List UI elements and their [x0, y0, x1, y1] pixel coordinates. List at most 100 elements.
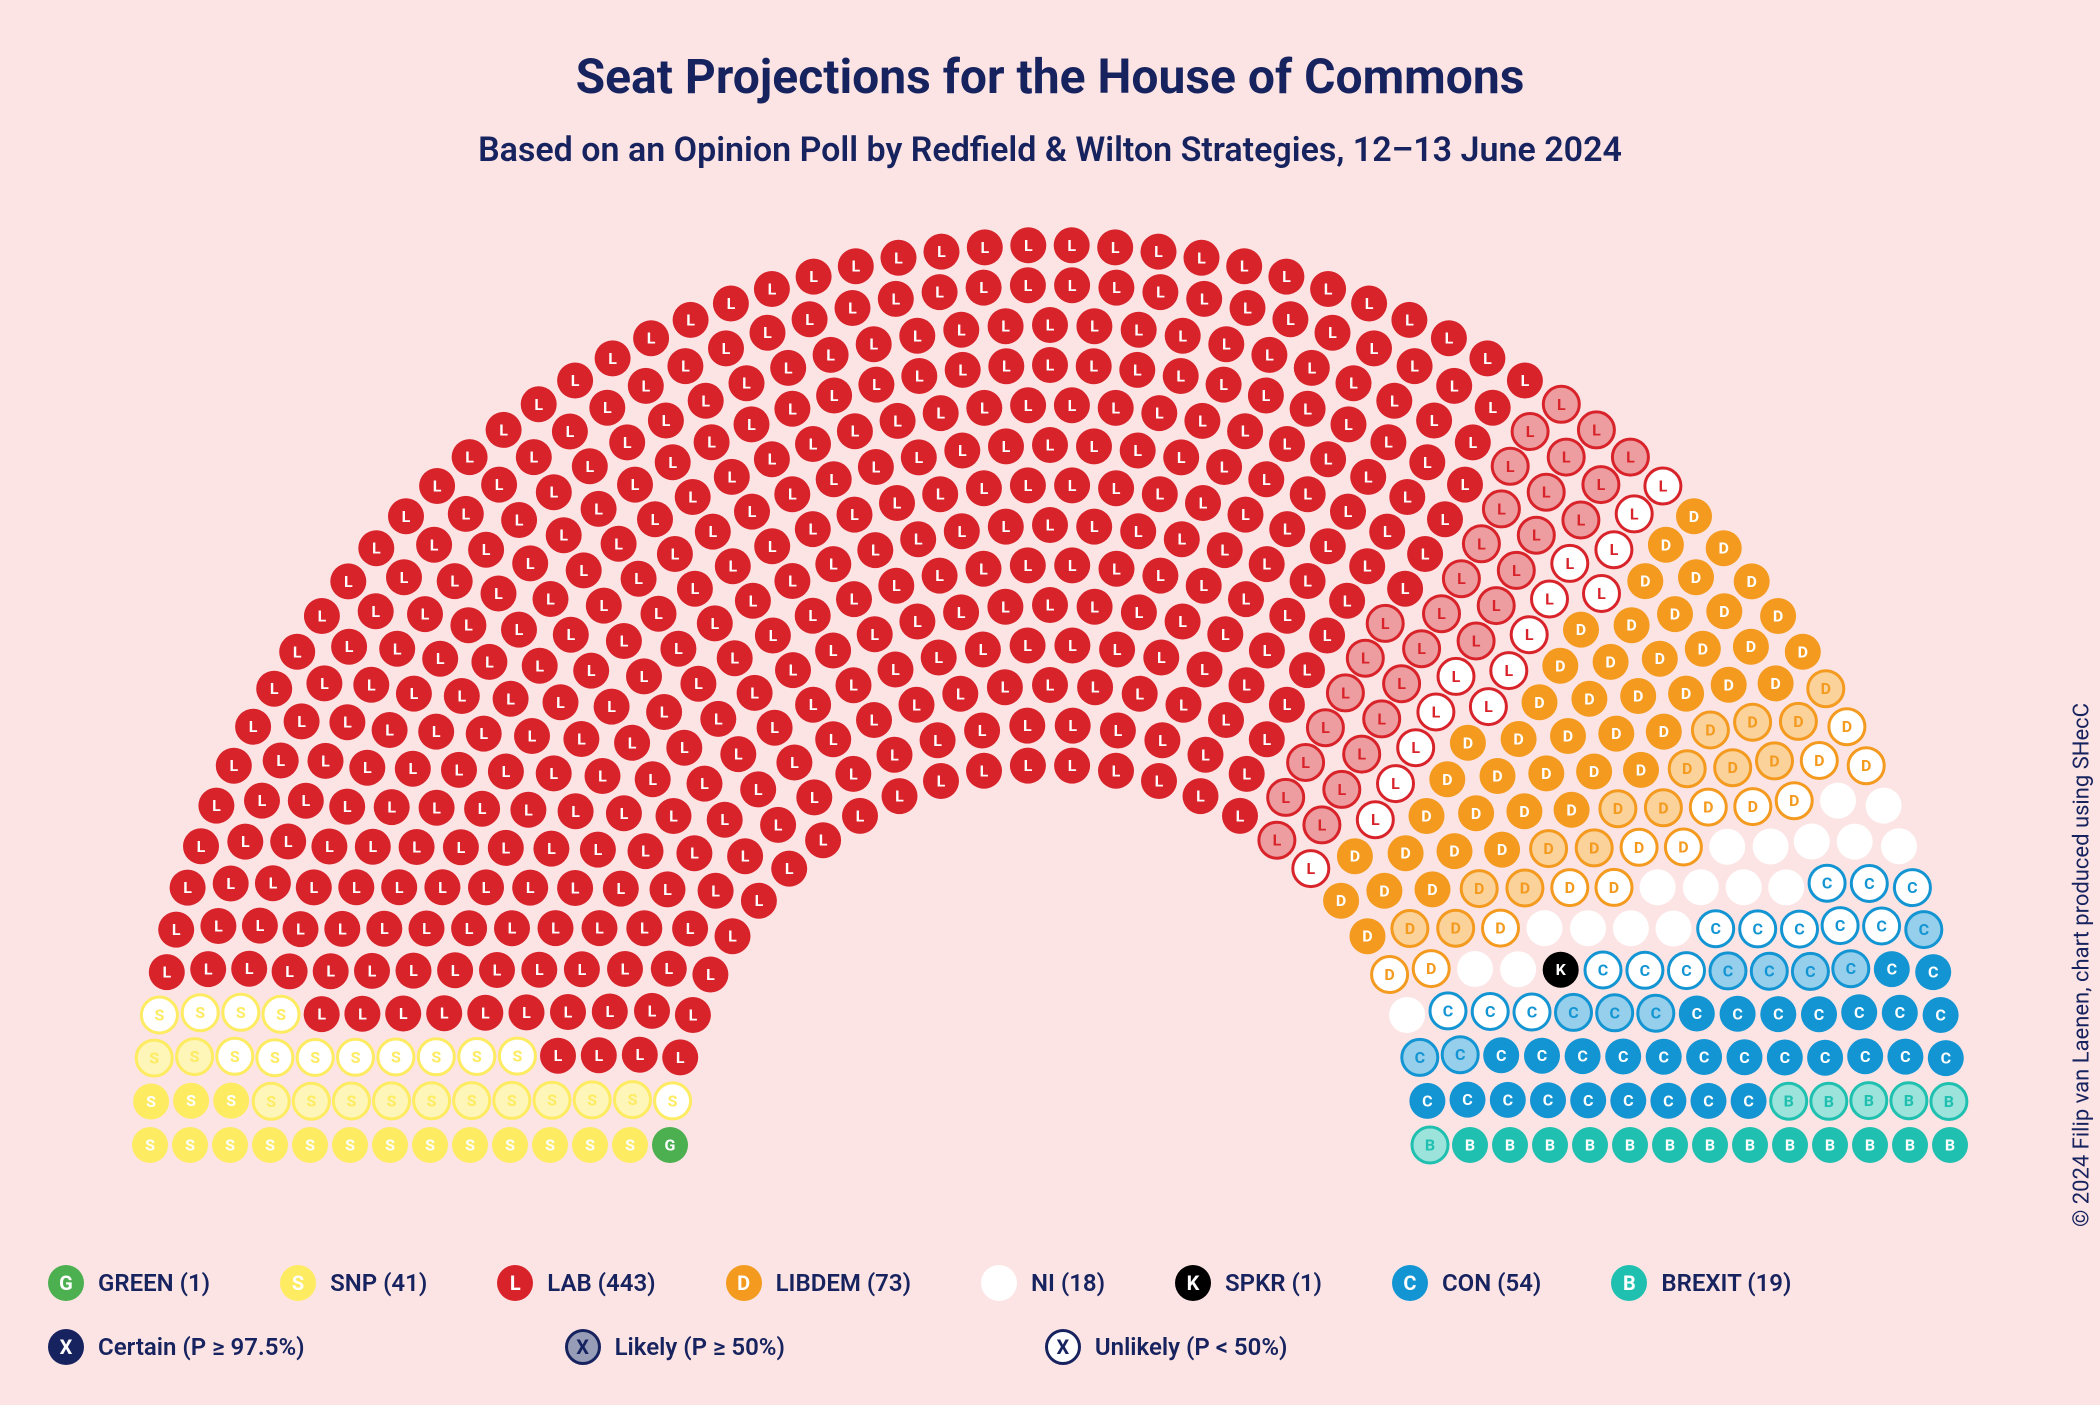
seat-lab: L [1347, 640, 1383, 676]
seat-lab: L [585, 758, 621, 794]
legend-label: SPKR (1) [1225, 1269, 1322, 1297]
seat-con: C [1751, 953, 1787, 989]
seat-lab: L [666, 730, 702, 766]
seat-lab: L [481, 576, 517, 612]
seat-con: C [1698, 911, 1734, 947]
seat-lab: L [1616, 496, 1652, 532]
seat-lab: L [1141, 395, 1177, 431]
seat-lab: L [715, 918, 751, 954]
seat-lab: L [858, 367, 894, 403]
seat-lab: L [899, 687, 935, 723]
seat-lab: L [1404, 631, 1440, 667]
seat-lab: L [1099, 551, 1135, 587]
seat-lab: L [1099, 632, 1135, 668]
seat-lab: L [558, 793, 594, 829]
seat-lab: L [1010, 267, 1046, 303]
seat-lab: L [1208, 326, 1244, 362]
seat-lab: L [673, 302, 709, 338]
seat-lab: L [774, 476, 810, 512]
seat-lab: L [1141, 763, 1177, 799]
seat-lab: L [708, 330, 744, 366]
seat-lab: L [1032, 307, 1068, 343]
seat-lab: L [750, 315, 786, 351]
seat-lab: L [1528, 474, 1564, 510]
seat-lab: L [1492, 448, 1528, 484]
legend-item-spkr: KSPKR (1) [1175, 1265, 1322, 1301]
seat-lab: L [1249, 546, 1285, 582]
legend-certainty-label: Likely (P ≥ 50%) [615, 1333, 785, 1361]
seat-lab: L [1584, 576, 1620, 612]
seat-brexit: B [1532, 1127, 1568, 1163]
seat-lab: L [437, 563, 473, 599]
seat-lab: L [1165, 318, 1201, 354]
seat-con: C [1472, 994, 1508, 1030]
legend-certainty-likely: XLikely (P ≥ 50%) [565, 1329, 785, 1365]
seat-lab: L [255, 865, 291, 901]
seat-lab: L [589, 390, 625, 426]
seat-lab: L [1163, 358, 1199, 394]
seat-lab: L [1369, 514, 1405, 550]
seat-lab: L [755, 618, 791, 654]
seat-lab: L [1227, 413, 1263, 449]
seat-lab: L [792, 301, 828, 337]
B-swatch-icon: B [1611, 1265, 1647, 1301]
seat-libdem: D [1593, 644, 1629, 680]
seat-libdem: D [1668, 676, 1704, 712]
seat-con: C [1450, 1082, 1486, 1118]
seat-lab: L [626, 910, 662, 946]
seat-lab: L [603, 871, 639, 907]
seat-libdem: D [1623, 752, 1659, 788]
seat-con: C [1442, 1037, 1478, 1073]
seat-lab: L [1010, 547, 1046, 583]
seat-lab: L [650, 871, 686, 907]
seat-libdem: D [1735, 704, 1771, 740]
seat-lab: L [1269, 598, 1305, 634]
seat-lab: L [592, 994, 628, 1030]
seat-lab: L [1187, 652, 1223, 688]
seat-con: C [1809, 865, 1845, 901]
seat-lab: L [1290, 563, 1326, 599]
seat-con: C [1524, 1038, 1560, 1074]
seat-snp: S [333, 1083, 369, 1119]
seat-lab: L [1122, 676, 1158, 712]
seat-con: C [1923, 997, 1959, 1033]
seat-lab: L [988, 428, 1024, 464]
seat-lab: L [1315, 315, 1351, 351]
seat-con: C [1610, 1083, 1646, 1119]
seat-lab: L [1491, 653, 1527, 689]
seat-lab: L [488, 754, 524, 790]
seat-con: C [1646, 1039, 1682, 1075]
seat-lab: L [1293, 851, 1329, 887]
seat-lab: L [838, 248, 874, 284]
seat-lab: L [452, 439, 488, 475]
seat-lab: L [501, 612, 537, 648]
seat-lab: L [966, 551, 1002, 587]
seat-lab: L [288, 783, 324, 819]
seat-lab: L [443, 829, 479, 865]
seat-lab: L [304, 598, 340, 634]
seat-lab: L [1249, 721, 1285, 757]
seat-lab: L [922, 274, 958, 310]
seat-lab: L [553, 617, 589, 653]
seat-lab: L [407, 596, 443, 632]
seat-lab: L [1350, 459, 1386, 495]
seat-lab: L [358, 593, 394, 629]
seat-ni [1726, 869, 1762, 905]
seat-lab: L [672, 911, 708, 947]
seat-lab: L [158, 912, 194, 948]
seat-libdem: D [1711, 667, 1747, 703]
seat-lab: L [329, 704, 365, 740]
seat-lab: L [582, 910, 618, 946]
seat-lab: L [1228, 581, 1264, 617]
seat-lab: L [1376, 383, 1412, 419]
seat-lab: L [1032, 347, 1068, 383]
seat-lab: L [419, 468, 455, 504]
seat-lab: L [795, 426, 831, 462]
seat-lab: L [349, 750, 385, 786]
seat-con: C [1833, 951, 1869, 987]
seat-lab: L [697, 605, 733, 641]
seat-lab: L [635, 761, 671, 797]
seat-libdem: D [1531, 831, 1567, 867]
seat-lab: L [1327, 675, 1363, 711]
seat-lab: L [272, 953, 308, 989]
